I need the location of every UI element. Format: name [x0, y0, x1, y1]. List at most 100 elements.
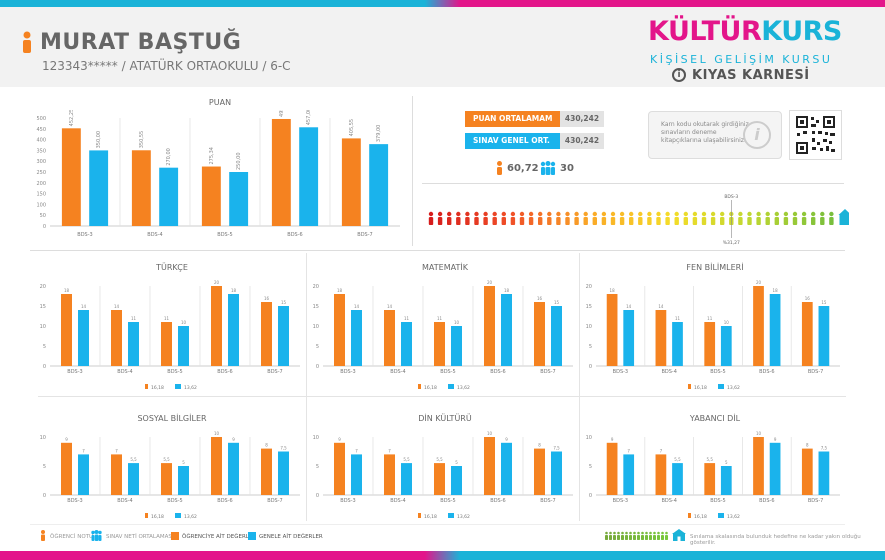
footer-scale-body	[641, 535, 644, 540]
data-label: 11	[164, 316, 170, 321]
sosyal-panel: SOSYAL BİLGİLER 0 5 10 9 7 BDS-3 7 5,5 BDS-4 5,5 5…	[38, 403, 306, 521]
data-label: 10	[214, 431, 220, 436]
data-label: 20	[487, 280, 493, 285]
y-tick-label: 0	[589, 493, 592, 499]
category-label: BDS-6	[217, 369, 232, 375]
footer-scale-body	[637, 535, 640, 540]
scale-person-head	[820, 211, 825, 217]
scale-person-body	[747, 217, 752, 225]
bar-genel	[769, 442, 781, 495]
legend-student-icon	[145, 513, 148, 518]
scale-person-body	[437, 217, 443, 225]
bar-ogrenci	[434, 463, 445, 495]
yabanci-title: YABANCI DİL	[689, 414, 741, 423]
data-label: 18	[504, 288, 510, 293]
data-label: 5,5	[436, 457, 443, 462]
legend-group-icon	[718, 513, 724, 518]
category-label: BDS-5	[167, 498, 182, 504]
data-label: 14	[387, 304, 393, 309]
data-label: 11	[707, 316, 713, 321]
bar-ogrenci	[111, 310, 122, 366]
bottom-color-bar	[0, 551, 885, 560]
data-label: 10	[724, 320, 730, 325]
scale-person-body	[811, 217, 816, 225]
category-label: BDS-5	[710, 498, 725, 504]
category-label: BDS-6	[287, 232, 302, 238]
data-label: 5,5	[674, 457, 681, 462]
group-count: 30	[560, 163, 574, 174]
data-label: 7,5	[821, 446, 828, 451]
legend-student-value: 16,18	[694, 514, 707, 520]
bar-genel	[720, 326, 732, 366]
scale-person-head	[665, 211, 670, 217]
footer-scale-body	[613, 535, 616, 540]
scale-person-head	[474, 211, 479, 217]
scale-person-head	[829, 211, 834, 217]
data-label: 5	[182, 460, 185, 465]
footer-scale-head	[629, 531, 632, 535]
bar-ogrenci	[131, 150, 151, 226]
student-info: 123343***** / ATATÜRK ORTAOKULU / 6-C	[42, 59, 291, 73]
footer-scale-body	[621, 535, 624, 540]
data-label: 250,00	[236, 153, 242, 171]
legend-group-icon	[718, 384, 724, 389]
scale-person-body	[428, 217, 434, 225]
scale-person-head	[610, 211, 616, 217]
legend-sinav: SINAV NETİ ORTALAMASI	[106, 534, 174, 540]
yabanci-panel: YABANCI DİL 0 5 10 9 7 BDS-3 7 5,5 BDS-4 5,5 5 BDS-…	[584, 403, 846, 521]
y-tick-label: 15	[586, 304, 592, 310]
y-tick-label: 5	[43, 344, 46, 350]
data-label: 5	[455, 460, 458, 465]
scale-person-head	[501, 211, 506, 217]
scale-school-icon	[839, 214, 849, 225]
bar-genel	[351, 454, 362, 495]
qr-code[interactable]	[789, 110, 842, 160]
footer-scale-head	[605, 531, 608, 535]
footer-scale-head	[653, 531, 656, 535]
footer-scale-head	[665, 531, 668, 535]
footer-note: Sınılama skalasında bulunduk hedefine ne…	[690, 534, 861, 546]
scale-person-body	[447, 217, 452, 225]
scale-person-head	[556, 211, 561, 217]
legend-student: ÖĞRENCİ NOTU	[50, 534, 94, 540]
data-label: 379,00	[376, 125, 382, 143]
bar-genel	[623, 310, 635, 366]
legend-student-icon	[418, 513, 421, 518]
bar-genel	[229, 172, 249, 226]
scale-person-head	[774, 211, 779, 217]
scale-person-body	[610, 217, 616, 225]
legend-group-value: 13,62	[727, 514, 740, 520]
data-label: 18	[610, 288, 616, 293]
legend-student-value: 16,18	[694, 385, 707, 391]
scale-person-body	[738, 217, 743, 225]
data-label: 18	[337, 288, 343, 293]
y-tick-label: 300	[36, 159, 46, 165]
scale-person-head	[538, 211, 543, 217]
bar-ogrenci	[534, 448, 545, 495]
bar-ogrenci	[261, 302, 272, 366]
data-label: 7	[355, 448, 358, 453]
footer-scale-head	[621, 531, 624, 535]
bar-ogrenci	[484, 286, 495, 366]
footer-scale-body	[661, 535, 664, 540]
bar-ogrenci	[211, 437, 222, 495]
scale-person-body	[465, 217, 470, 225]
sinav-genel-label: SINAV GENEL ORT.	[465, 133, 565, 149]
bar-ogrenci	[334, 294, 345, 366]
data-label: 5,5	[130, 457, 137, 462]
scale-person-head	[447, 211, 452, 217]
scale-person-head	[492, 211, 497, 217]
data-label: 350,00	[96, 131, 102, 149]
din-chart: 0 5 10 9 7 BDS-3 7 5,5 BDS-4 5,5 5 BDS-5 10 9 BDS-6 8 7,…	[313, 431, 573, 520]
bar-genel	[818, 451, 830, 495]
data-label: 10	[487, 431, 493, 436]
category-label: BDS-3	[613, 369, 628, 375]
student-name: MURAT BAŞTUĞ	[40, 30, 242, 55]
data-label: 9	[232, 437, 235, 442]
turkce-title: TÜRKÇE	[156, 263, 188, 272]
data-label: 8	[806, 443, 809, 448]
puan-panel: PUAN 0 50 100 150 200 250 300 350 400 450 500 452,2…	[30, 96, 410, 248]
bar-genel	[178, 326, 189, 366]
scale-person-body	[665, 217, 670, 225]
scale-person-head	[565, 211, 570, 217]
